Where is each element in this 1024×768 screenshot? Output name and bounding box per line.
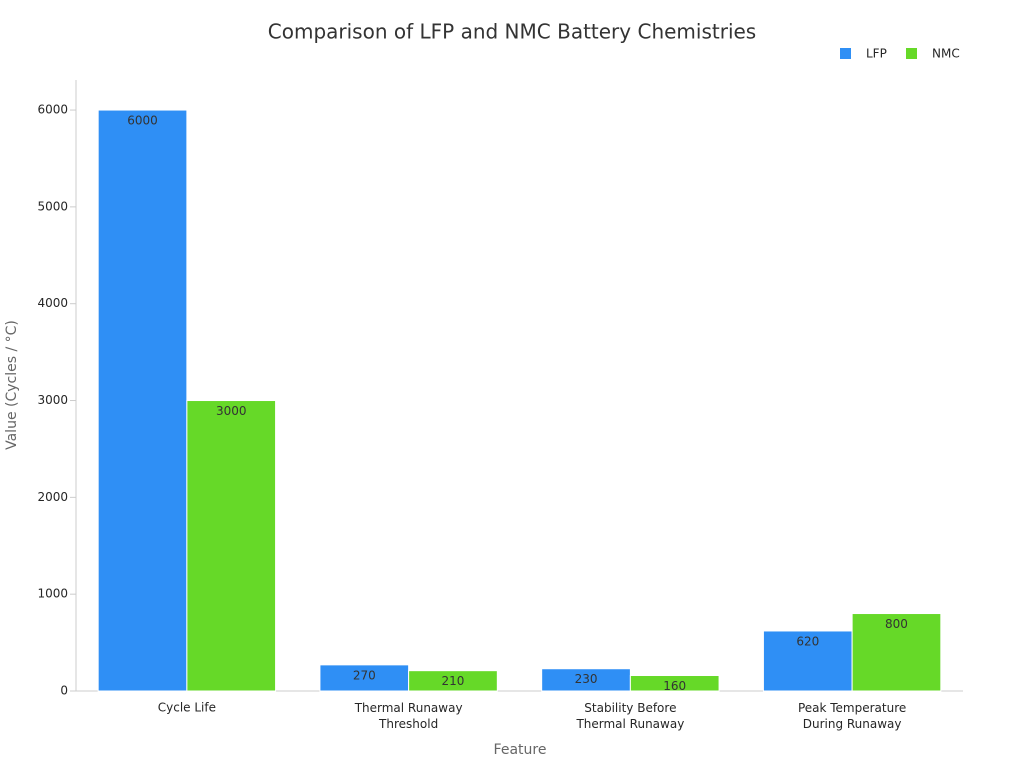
x-tick-label: Stability Before Thermal Runaway — [575, 701, 684, 731]
legend-swatch — [906, 48, 917, 59]
x-tick-label: Peak Temperature During Runaway — [798, 701, 906, 731]
legend-label: LFP — [866, 47, 887, 61]
y-tick-label: 6000 — [37, 103, 68, 117]
y-tick-label: 5000 — [37, 199, 68, 213]
bar — [408, 670, 498, 692]
bar — [629, 675, 720, 692]
data-label: 210 — [442, 674, 465, 688]
data-label: 270 — [353, 668, 376, 682]
bar — [186, 400, 277, 692]
data-label: 3000 — [216, 404, 247, 418]
data-label: 230 — [575, 672, 598, 686]
bar — [851, 613, 942, 692]
data-label: 620 — [796, 634, 819, 648]
bar — [97, 109, 188, 692]
y-tick-label: 2000 — [37, 490, 68, 504]
y-tick-label: 4000 — [37, 296, 68, 310]
x-tick-label: Cycle Life — [158, 701, 216, 715]
data-label: 800 — [885, 617, 908, 631]
data-label: 6000 — [127, 114, 158, 128]
chart-title: Comparison of LFP and NMC Battery Chemis… — [268, 20, 756, 44]
x-tick-label: Thermal Runaway Threshold — [354, 701, 463, 731]
data-label: 160 — [663, 679, 686, 693]
legend-swatch — [840, 48, 851, 59]
x-axis-label: Feature — [494, 742, 547, 758]
y-tick-label: 1000 — [37, 587, 68, 601]
bar — [762, 630, 853, 692]
y-tick-label: 0 — [60, 684, 68, 698]
y-axis-label: Value (Cycles / °C) — [4, 320, 20, 450]
y-tick-label: 3000 — [37, 393, 68, 407]
legend-label: NMC — [932, 47, 960, 61]
